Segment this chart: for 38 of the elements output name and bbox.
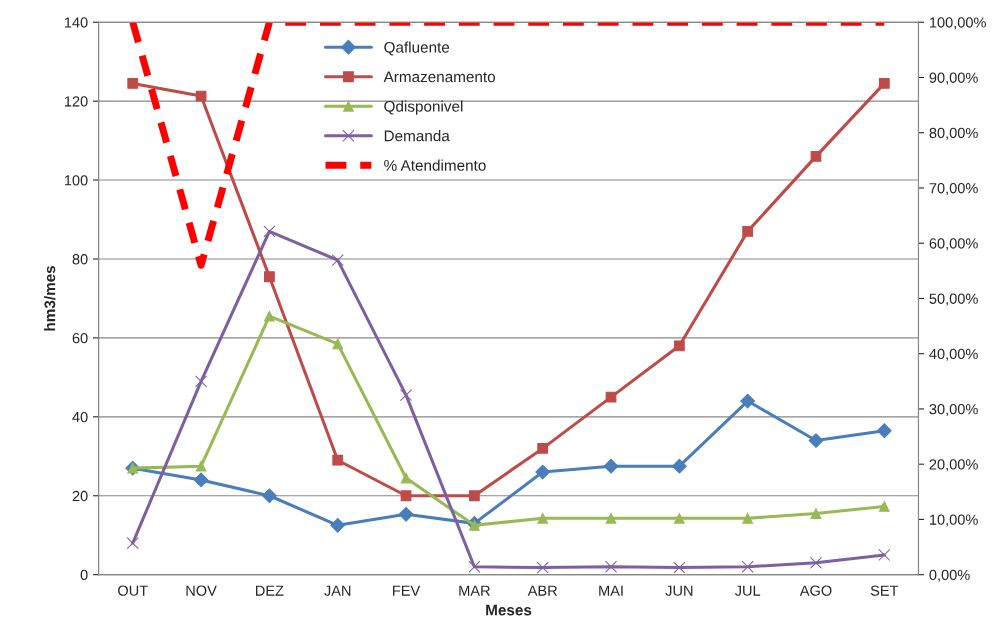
- x-tick-label: OUT: [118, 585, 148, 596]
- y-axis-title: hm3/mes: [44, 265, 56, 331]
- legend-label: Qdisponivel: [384, 100, 463, 115]
- y2-tick-label: 100,00%: [930, 17, 986, 30]
- legend-label: Armazenamento: [383, 71, 496, 83]
- y2-tick-label: 20,00%: [929, 459, 978, 472]
- x-tick-label: JAN: [324, 585, 351, 596]
- legend-label: % Atendimento: [384, 159, 486, 171]
- x-axis-title: Meses: [486, 604, 532, 616]
- y2-tick-label: 10,00%: [930, 514, 978, 527]
- x-tick-label: JUN: [665, 585, 693, 596]
- y2-tick-label: 0,00%: [929, 569, 970, 582]
- x-tick-label: ABR: [527, 585, 558, 596]
- y2-tick-label: 70,00%: [929, 183, 978, 196]
- y-tick-label: 20: [72, 490, 88, 502]
- x-tick-label: MAR: [459, 585, 490, 596]
- y-tick-label: 120: [64, 96, 88, 107]
- legend-label: Qafluente: [384, 41, 450, 56]
- x-tick-label: SET: [870, 585, 899, 596]
- y-tick-label: 80: [72, 254, 88, 265]
- x-tick-label: JUL: [734, 585, 761, 596]
- y-tick-label: 100: [64, 175, 88, 186]
- x-tick-label: AGO: [799, 585, 832, 596]
- y2-tick-label: 50,00%: [929, 293, 978, 306]
- y2-tick-label: 40,00%: [929, 348, 978, 361]
- y2-tick-label: 30,00%: [929, 404, 978, 417]
- x-tick-label: MAI: [599, 585, 623, 596]
- x-tick-label: NOV: [186, 585, 217, 596]
- x-tick-label: FEV: [393, 585, 421, 596]
- y2-tick-label: 90,00%: [929, 72, 978, 85]
- x-tick-label: DEZ: [256, 585, 284, 596]
- y-tick-label: 40: [72, 411, 88, 423]
- y2-tick-label: 60,00%: [929, 238, 978, 251]
- y-tick-label: 0: [80, 569, 88, 581]
- y2-tick-label: 80,00%: [929, 127, 978, 140]
- y-tick-label: 140: [64, 17, 88, 28]
- y-tick-label: 60: [72, 333, 88, 344]
- legend-label: Demanda: [384, 130, 450, 142]
